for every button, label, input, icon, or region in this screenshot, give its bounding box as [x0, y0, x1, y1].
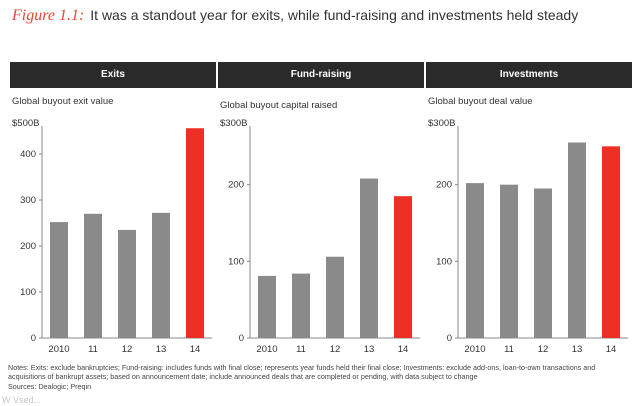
panel-header-exits: Exits	[10, 62, 216, 88]
bar-13	[568, 142, 586, 338]
investments-chart: 0 100 200 2010 11 12 13 14	[436, 126, 628, 355]
bar-14	[602, 146, 620, 338]
x-tick-label: 11	[88, 344, 98, 355]
x-tick-label: 12	[330, 344, 341, 355]
bar-11	[292, 273, 310, 338]
y-tick-label: 200	[228, 180, 244, 191]
fund-raising-panel: Fund-raising Global buyout capital raise…	[218, 62, 424, 358]
bar-11	[84, 213, 102, 338]
x-tick-label: 11	[296, 344, 306, 355]
x-tick-label: 2010	[48, 344, 69, 355]
x-tick-label: 14	[606, 344, 617, 355]
x-tick-label: 11	[504, 344, 514, 355]
exits-panel: Exits Global buyout exit value $500B 0 10…	[10, 62, 216, 358]
y-tick-label: 100	[20, 287, 36, 298]
x-tick-label: 14	[190, 344, 201, 355]
panel-header-investments: Investments	[426, 62, 632, 88]
bar-12	[118, 229, 136, 338]
y-axis-unit: $500B	[12, 118, 40, 129]
y-tick-label: 300	[20, 195, 36, 206]
bar-14	[394, 196, 412, 338]
chart-subtitle: Global buyout deal value	[428, 96, 533, 107]
chart-subtitle: Global buyout exit value	[12, 96, 114, 107]
x-tick-label: 14	[398, 344, 409, 355]
bar-13	[360, 178, 378, 338]
notes: Notes: Exits: exclude bankruptcies; Fund…	[8, 363, 634, 391]
x-tick-label: 13	[156, 344, 167, 355]
x-tick-label: 12	[538, 344, 549, 355]
x-tick-label: 2010	[256, 344, 277, 355]
notes-text: Notes: Exits: exclude bankruptcies; Fund…	[8, 363, 596, 382]
bar-2010	[466, 183, 484, 338]
bar-13	[152, 212, 170, 338]
fund-raising-chart: 0 100 200 2010 11 12 13 14	[228, 126, 420, 355]
y-tick-label: 400	[20, 149, 36, 160]
exits-chart: 0 100 200 300 400 2010 11 12 13 14	[20, 126, 212, 355]
bar-12	[534, 188, 552, 338]
bar-12	[326, 256, 344, 338]
x-tick-label: 13	[364, 344, 375, 355]
y-axis-unit: $300B	[428, 118, 456, 129]
y-axis-unit: $300B	[220, 118, 248, 129]
chart-subtitle: Global buyout capital raised	[220, 100, 338, 111]
figure-title-text: It was a standout year for exits, while …	[90, 7, 579, 23]
y-tick-label: 100	[228, 256, 244, 267]
figure-title: Figure 1.1: It was a standout year for ex…	[12, 7, 632, 25]
investments-panel: Investments Global buyout deal value $30…	[426, 62, 632, 358]
sources-text: Sources: Dealogic; Preqin	[8, 381, 92, 391]
figure-label: Figure 1.1:	[12, 7, 85, 24]
x-tick-label: 2010	[464, 344, 485, 355]
y-tick-label: 200	[20, 241, 36, 252]
x-tick-label: 12	[122, 344, 133, 355]
bar-2010	[258, 275, 276, 338]
panel-header-fund-raising: Fund-raising	[218, 62, 424, 88]
y-tick-label: 200	[436, 180, 452, 191]
y-tick-label: 0	[239, 333, 244, 344]
bar-11	[500, 184, 518, 338]
y-tick-label: 0	[447, 333, 452, 344]
bar-2010	[50, 222, 68, 338]
y-tick-label: 0	[31, 333, 36, 344]
bar-14	[186, 128, 204, 338]
y-tick-label: 100	[436, 256, 452, 267]
x-tick-label: 13	[572, 344, 583, 355]
watermark: W Vsed...	[2, 395, 42, 405]
